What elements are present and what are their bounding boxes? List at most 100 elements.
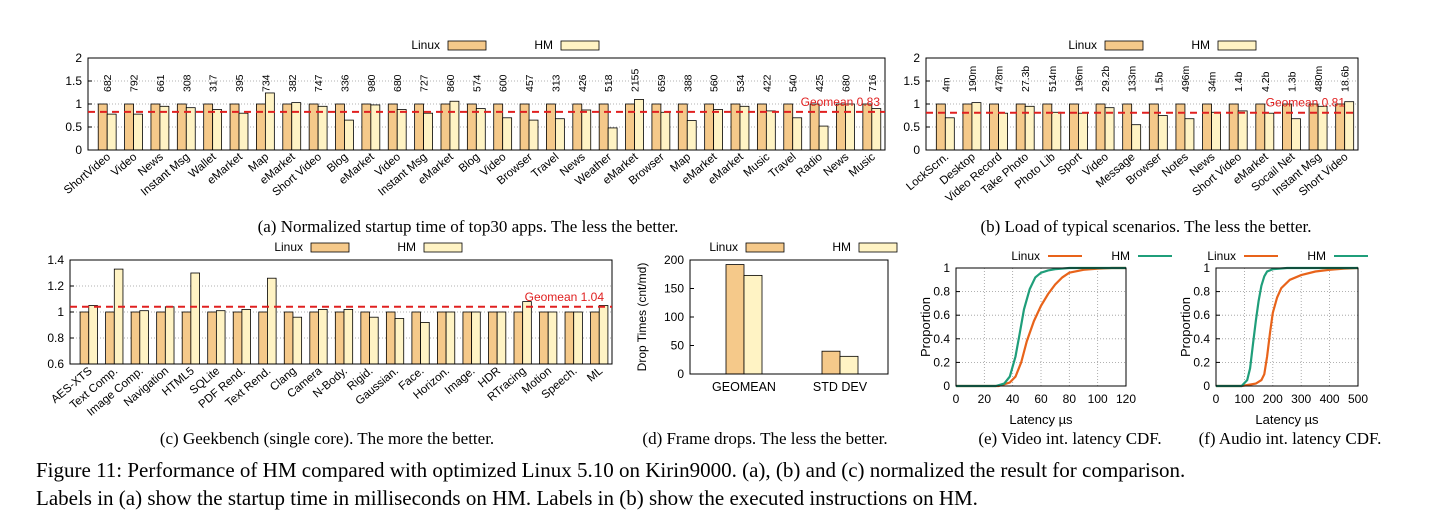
bar-a-hm-5 xyxy=(238,112,249,151)
panel-caption-d: (d) Frame drops. The less the better. xyxy=(642,429,887,448)
bar-c-hm-11 xyxy=(369,316,379,365)
value-label-a-13: 860 xyxy=(445,74,457,92)
bar-b-linux-9 xyxy=(1175,103,1186,151)
bar-b-hm-4 xyxy=(1051,111,1062,151)
plot-frame-f xyxy=(1215,267,1359,387)
value-label-b-0: 4m xyxy=(940,77,952,92)
bar-b-linux-6 xyxy=(1095,103,1106,151)
y-tick-label-b-2: 1 xyxy=(913,97,920,111)
bar-c-hm-20 xyxy=(598,305,609,365)
y-tick-label-c-2: 1 xyxy=(57,305,64,319)
y-tick-label-f-3: 0.6 xyxy=(1193,308,1210,322)
x-tick-label-f-1: 100 xyxy=(1234,392,1254,406)
value-label-a-4: 317 xyxy=(208,74,220,92)
value-label-a-10: 980 xyxy=(366,74,378,92)
x-tick-label-e-5: 100 xyxy=(1088,392,1108,406)
value-label-b-7: 133m xyxy=(1127,65,1139,92)
value-label-a-23: 560 xyxy=(709,74,721,92)
bar-b-hm-7 xyxy=(1131,124,1142,151)
figure-11-charts: 00.511.52ShortVideo682Video792News661Ins… xyxy=(47,38,1381,448)
bar-c-linux-10 xyxy=(334,311,345,365)
bar-c-linux-5 xyxy=(207,311,217,365)
category-label-d-1: STD DEV xyxy=(813,380,868,394)
figure-caption: Figure 11: Performance of HM compared wi… xyxy=(36,456,1416,512)
category-label-d-0: GEOMEAN xyxy=(712,380,776,394)
category-label-a-0: ShortVideo xyxy=(62,151,113,197)
value-label-a-15: 600 xyxy=(498,74,510,92)
legend-label-c-0: Linux xyxy=(274,240,303,254)
x-tick-label-e-1: 20 xyxy=(978,392,992,406)
bar-d-hm-0 xyxy=(743,274,763,375)
legend-label-a-0: Linux xyxy=(411,38,440,52)
y-tick-label-d-2: 100 xyxy=(664,310,684,324)
y-tick-label-d-0: 0 xyxy=(677,367,684,381)
y-axis-label-f: Proportion xyxy=(1178,297,1193,357)
bar-b-hm-9 xyxy=(1184,118,1195,151)
bar-a-hm-16 xyxy=(528,119,539,151)
bar-c-linux-16 xyxy=(488,311,498,365)
bar-c-hm-10 xyxy=(343,308,354,365)
bar-a-hm-29 xyxy=(871,108,882,151)
y-tick-label-f-2: 0.4 xyxy=(1193,332,1210,346)
legend-swatch-b-0 xyxy=(1104,40,1144,51)
value-label-a-5: 395 xyxy=(234,74,246,92)
bar-a-hm-9 xyxy=(344,119,354,151)
value-label-a-21: 659 xyxy=(656,74,668,92)
value-label-b-8: 1.5b xyxy=(1153,71,1165,92)
bar-b-linux-7 xyxy=(1122,103,1133,151)
value-label-a-19: 518 xyxy=(603,74,615,92)
y-tick-label-b-1: 0.5 xyxy=(903,120,920,134)
plot-frame-c xyxy=(69,259,613,365)
panel-caption-b: (b) Load of typical scenarios. The less … xyxy=(980,217,1311,236)
bar-c-linux-15 xyxy=(462,311,473,365)
legend-label-c-1: HM xyxy=(397,240,416,254)
y-tick-label-a-1: 0.5 xyxy=(65,120,82,134)
legend-label-d-0: Linux xyxy=(709,240,738,254)
value-label-a-25: 422 xyxy=(761,74,773,92)
geomean-label-a: Geomean 0.83 xyxy=(801,95,881,109)
bar-d-linux-1 xyxy=(821,350,841,375)
bar-b-linux-12 xyxy=(1255,103,1266,151)
y-tick-label-f-0: 0 xyxy=(1203,379,1210,393)
category-label-a-27: Radio xyxy=(794,151,825,180)
value-label-a-8: 747 xyxy=(313,74,325,92)
value-label-b-9: 496m xyxy=(1180,65,1192,92)
bar-a-hm-6 xyxy=(264,92,275,151)
x-tick-label-e-6: 120 xyxy=(1116,392,1136,406)
y-tick-label-e-3: 0.6 xyxy=(933,308,950,322)
bar-a-hm-24 xyxy=(739,105,750,151)
bar-a-hm-26 xyxy=(792,117,803,151)
value-label-a-20: 2155 xyxy=(630,68,642,92)
panel-d: 0 50 100 150 200 GEOMEAN STD DEV Drop Times (cn… xyxy=(635,240,898,448)
value-label-a-11: 680 xyxy=(392,74,404,92)
value-label-a-22: 388 xyxy=(682,74,694,92)
bar-b-linux-15 xyxy=(1335,103,1346,151)
value-label-b-5: 196m xyxy=(1073,65,1085,92)
bar-a-hm-4 xyxy=(212,109,223,151)
plot-frame-b xyxy=(925,57,1359,151)
legend-swatch-a-0 xyxy=(447,40,487,51)
value-label-a-0: 682 xyxy=(102,74,114,92)
y-tick-label-c-3: 1.2 xyxy=(47,279,64,293)
legend-swatch-d-0 xyxy=(745,242,785,253)
bar-c-linux-12 xyxy=(385,311,396,365)
panel-f: 0 0.2 0.4 0.6 0.8 1 0 100 200 300 400 500 Latency µs… xyxy=(1178,249,1381,448)
y-tick-label-a-0: 0 xyxy=(75,143,82,157)
plot-frame-a xyxy=(87,57,886,151)
value-label-a-24: 534 xyxy=(735,74,747,92)
bar-b-hm-6 xyxy=(1104,107,1115,151)
legend-label-b-0: Linux xyxy=(1068,38,1097,52)
bar-c-linux-8 xyxy=(283,311,294,365)
bar-c-hm-15 xyxy=(471,311,481,365)
bar-c-linux-1 xyxy=(105,311,115,365)
legend-label-f-0: Linux xyxy=(1207,249,1236,263)
bar-b-hm-13 xyxy=(1291,118,1301,151)
x-axis-label-f: Latency µs xyxy=(1255,412,1319,427)
y-tick-label-d-3: 150 xyxy=(664,282,684,296)
value-label-b-13: 1.3b xyxy=(1286,71,1298,92)
bar-a-hm-14 xyxy=(475,108,486,151)
x-tick-label-e-4: 80 xyxy=(1063,392,1077,406)
value-label-a-7: 382 xyxy=(287,74,299,92)
bar-a-hm-13 xyxy=(449,100,460,151)
bar-a-hm-22 xyxy=(686,120,697,151)
